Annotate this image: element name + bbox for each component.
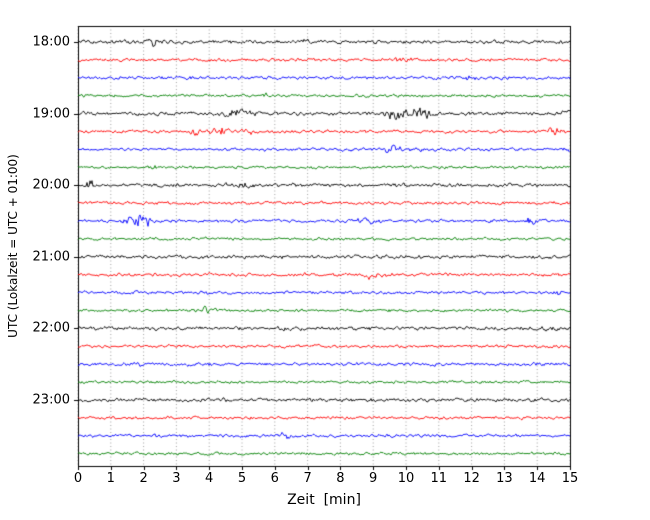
x-tick-label: 5 (237, 471, 247, 486)
x-tick-label: 9 (369, 471, 378, 486)
x-tick-label: 8 (336, 471, 345, 486)
x-tick-label: 10 (397, 471, 415, 486)
x-tick-label: 4 (205, 471, 214, 486)
x-tick-label: 2 (139, 471, 148, 486)
x-tick-label: 0 (73, 471, 83, 486)
x-tick-label: 3 (172, 471, 181, 486)
x-tick-label: 15 (561, 471, 579, 486)
y-tick-label: 21:00 (32, 249, 70, 265)
y-tick-label: 18:00 (32, 34, 70, 50)
x-tick-label: 12 (463, 471, 480, 486)
x-tick-label: 1 (106, 471, 115, 486)
x-tick-label: 11 (430, 471, 448, 486)
x-tick-label: 7 (303, 471, 312, 486)
y-axis-title: UTC (Lokalzeit = UTC + 01:00) (6, 154, 20, 338)
y-tick-label: 22:00 (32, 320, 70, 336)
y-tick-label: 19:00 (32, 106, 70, 122)
y-tick-label: 23:00 (32, 392, 70, 408)
x-tick-label: 6 (270, 471, 279, 486)
x-axis-title: Zeit [min] (287, 492, 361, 508)
x-tick-label: 13 (496, 471, 513, 486)
y-tick-label: 20:00 (32, 177, 70, 193)
x-tick-label: 14 (528, 471, 546, 486)
